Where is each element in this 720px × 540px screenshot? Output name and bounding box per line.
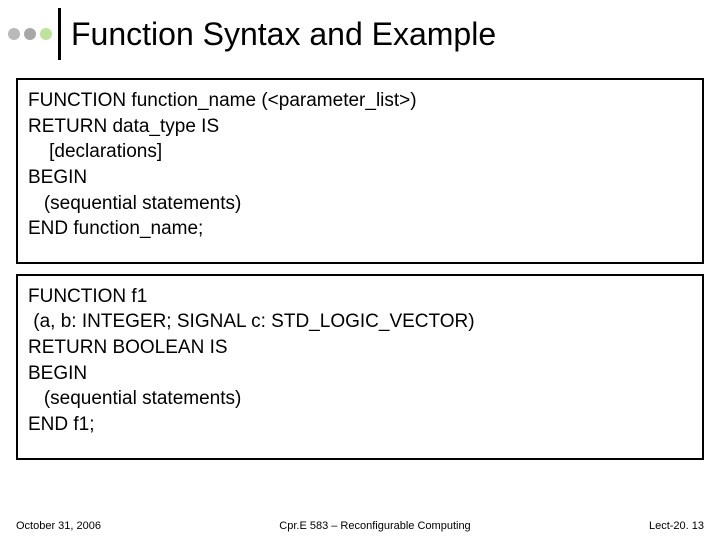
code-line: BEGIN bbox=[28, 361, 692, 387]
code-line: END function_name; bbox=[28, 216, 692, 242]
example-box: FUNCTION f1 (a, b: INTEGER; SIGNAL c: ST… bbox=[16, 274, 704, 460]
code-line: FUNCTION f1 bbox=[28, 284, 692, 310]
slide-footer: October 31, 2006 Cpr.E 583 – Reconfigura… bbox=[16, 520, 704, 532]
syntax-box: FUNCTION function_name (<parameter_list>… bbox=[16, 78, 704, 264]
code-line: [declarations] bbox=[28, 139, 692, 165]
code-line: RETURN BOOLEAN IS bbox=[28, 335, 692, 361]
code-line: (sequential statements) bbox=[28, 191, 692, 217]
header-divider bbox=[58, 8, 61, 60]
footer-course: Cpr.E 583 – Reconfigurable Computing bbox=[279, 520, 470, 532]
slide-title: Function Syntax and Example bbox=[71, 16, 496, 53]
code-line: RETURN data_type IS bbox=[28, 114, 692, 140]
code-line: END f1; bbox=[28, 412, 692, 438]
dot-1 bbox=[8, 28, 20, 40]
code-line: (sequential statements) bbox=[28, 386, 692, 412]
dot-2 bbox=[24, 28, 36, 40]
code-line: FUNCTION function_name (<parameter_list>… bbox=[28, 88, 692, 114]
code-line: (a, b: INTEGER; SIGNAL c: STD_LOGIC_VECT… bbox=[28, 309, 692, 335]
header-dots bbox=[8, 28, 52, 40]
slide-header: Function Syntax and Example bbox=[8, 0, 720, 68]
dot-3 bbox=[40, 28, 52, 40]
code-line: BEGIN bbox=[28, 165, 692, 191]
footer-page: Lect-20. 13 bbox=[649, 520, 704, 532]
footer-date: October 31, 2006 bbox=[16, 520, 101, 532]
